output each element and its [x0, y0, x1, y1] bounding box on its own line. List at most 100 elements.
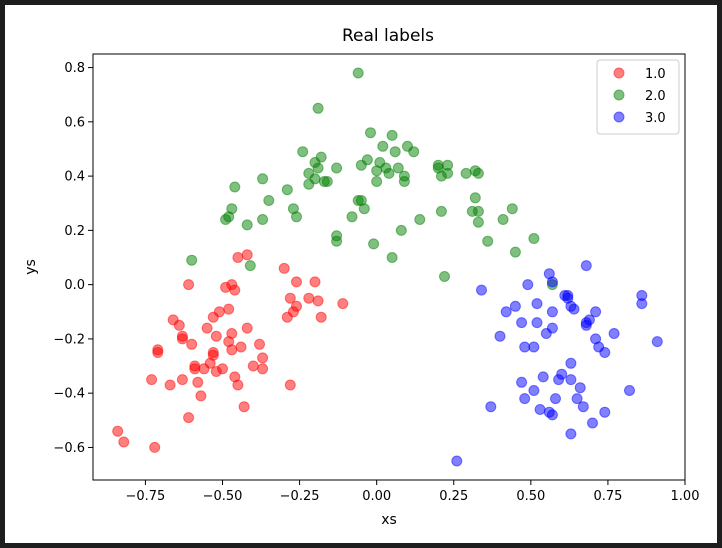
point-series-2.0-58 — [460, 167, 472, 179]
point-series-1.0-40 — [238, 401, 250, 413]
point-series-1.0-18 — [195, 390, 207, 402]
point-series-2.0-69 — [528, 233, 540, 244]
point-series-1.0-3 — [149, 441, 161, 453]
y-tick-label: −0.6 — [53, 441, 85, 456]
point-series-2.0-67 — [506, 203, 518, 215]
point-series-1.0-33 — [226, 344, 238, 356]
figure-canvas: Real labels −0.75 −0.50 −0.25 0.00 0.25 0.50 0… — [5, 5, 717, 543]
point-series-1.0-13 — [183, 279, 195, 291]
point-series-2.0-10 — [281, 184, 293, 196]
point-series-1.0-6 — [164, 379, 176, 391]
point-series-2.0-13 — [297, 146, 309, 158]
point-series-1.0-57 — [315, 311, 327, 323]
point-series-2.0-62 — [472, 205, 484, 217]
point-series-1.0-20 — [201, 322, 213, 334]
point-series-2.0-0 — [186, 254, 198, 266]
point-series-3.0-21 — [546, 276, 558, 288]
point-series-2.0-52 — [432, 159, 444, 171]
y-tick-label: 0.2 — [64, 224, 85, 239]
point-series-2.0-66 — [497, 214, 509, 225]
point-series-1.0-53 — [291, 276, 302, 288]
point-series-1.0-44 — [254, 338, 265, 350]
point-series-2.0-32 — [361, 154, 373, 166]
legend-marker-3.0 — [613, 111, 625, 123]
point-series-2.0-20 — [315, 151, 327, 163]
point-series-2.0-3 — [226, 203, 238, 215]
point-series-3.0-37 — [577, 401, 589, 413]
point-series-2.0-63 — [472, 167, 484, 179]
point-series-1.0-26 — [210, 330, 222, 342]
point-series-3.0-46 — [599, 347, 611, 358]
point-series-3.0-42 — [587, 417, 598, 429]
point-series-2.0-5 — [241, 219, 253, 231]
point-series-2.0-18 — [312, 102, 324, 114]
point-series-3.0-9 — [519, 393, 531, 405]
point-series-1.0-49 — [284, 379, 296, 391]
point-series-2.0-4 — [229, 181, 241, 193]
point-series-2.0-55 — [439, 271, 450, 282]
point-series-3.0-6 — [516, 317, 528, 329]
point-series-1.0-5 — [152, 347, 164, 358]
y-axis-ticks: −0.6 −0.4 −0.2 0.0 0.2 0.4 0.6 0.8 — [53, 61, 93, 456]
x-tick-label: 1.00 — [671, 489, 700, 504]
point-series-1.0-37 — [232, 252, 244, 263]
point-series-1.0-43 — [247, 360, 259, 372]
x-tick-label: 0.25 — [439, 489, 468, 504]
point-series-3.0-33 — [565, 374, 577, 386]
point-series-3.0-0 — [451, 455, 463, 467]
x-tick-label: 0.00 — [362, 489, 391, 504]
point-series-2.0-19 — [312, 162, 324, 174]
point-series-3.0-40 — [580, 260, 592, 272]
x-tick-label: −0.50 — [203, 489, 243, 504]
point-series-2.0-17 — [309, 173, 321, 185]
point-series-2.0-23 — [331, 162, 343, 174]
point-series-3.0-4 — [500, 306, 512, 318]
point-series-3.0-36 — [574, 382, 586, 394]
x-tick-label: −0.75 — [125, 489, 165, 504]
point-series-2.0-64 — [472, 216, 484, 228]
point-series-3.0-15 — [534, 404, 546, 415]
point-series-2.0-54 — [435, 205, 447, 217]
point-series-2.0-57 — [442, 159, 454, 171]
point-series-1.0-56 — [312, 295, 324, 307]
point-series-1.0-32 — [226, 328, 238, 339]
point-series-3.0-44 — [590, 306, 602, 318]
point-series-1.0-0 — [112, 425, 124, 437]
point-series-1.0-28 — [217, 363, 228, 375]
point-series-3.0-2 — [485, 401, 497, 413]
point-series-3.0-7 — [516, 376, 528, 388]
point-series-1.0-2 — [146, 374, 158, 386]
point-series-1.0-39 — [235, 341, 247, 353]
point-series-1.0-23 — [207, 349, 219, 361]
point-series-3.0-24 — [550, 393, 561, 405]
point-series-3.0-5 — [509, 300, 521, 312]
point-series-1.0-42 — [241, 249, 253, 261]
point-series-3.0-34 — [568, 303, 580, 315]
point-series-1.0-54 — [303, 292, 315, 304]
point-series-3.0-26 — [556, 368, 568, 380]
point-series-3.0-49 — [624, 385, 635, 396]
point-series-3.0-41 — [583, 314, 595, 326]
point-series-3.0-10 — [522, 279, 534, 291]
point-series-1.0-45 — [257, 352, 269, 364]
point-series-3.0-48 — [608, 328, 620, 339]
point-series-3.0-30 — [565, 357, 577, 369]
y-tick-label: −0.2 — [53, 332, 85, 347]
point-series-3.0-8 — [519, 341, 531, 353]
point-series-3.0-1 — [476, 284, 487, 296]
legend-label-2.0: 2.0 — [645, 89, 666, 104]
point-series-2.0-12 — [291, 211, 302, 223]
point-series-1.0-11 — [176, 374, 188, 386]
point-series-2.0-41 — [386, 252, 398, 263]
point-series-2.0-33 — [365, 127, 376, 139]
x-tick-label: 0.50 — [516, 489, 545, 504]
point-series-2.0-45 — [395, 224, 407, 236]
point-series-1.0-47 — [278, 262, 290, 274]
legend-marker-2.0 — [613, 89, 625, 101]
point-series-1.0-14 — [186, 338, 198, 350]
point-series-3.0-51 — [636, 298, 648, 310]
point-series-2.0-31 — [358, 203, 370, 215]
point-series-1.0-8 — [173, 319, 185, 331]
point-series-3.0-16 — [537, 371, 549, 383]
point-series-2.0-65 — [482, 235, 494, 247]
